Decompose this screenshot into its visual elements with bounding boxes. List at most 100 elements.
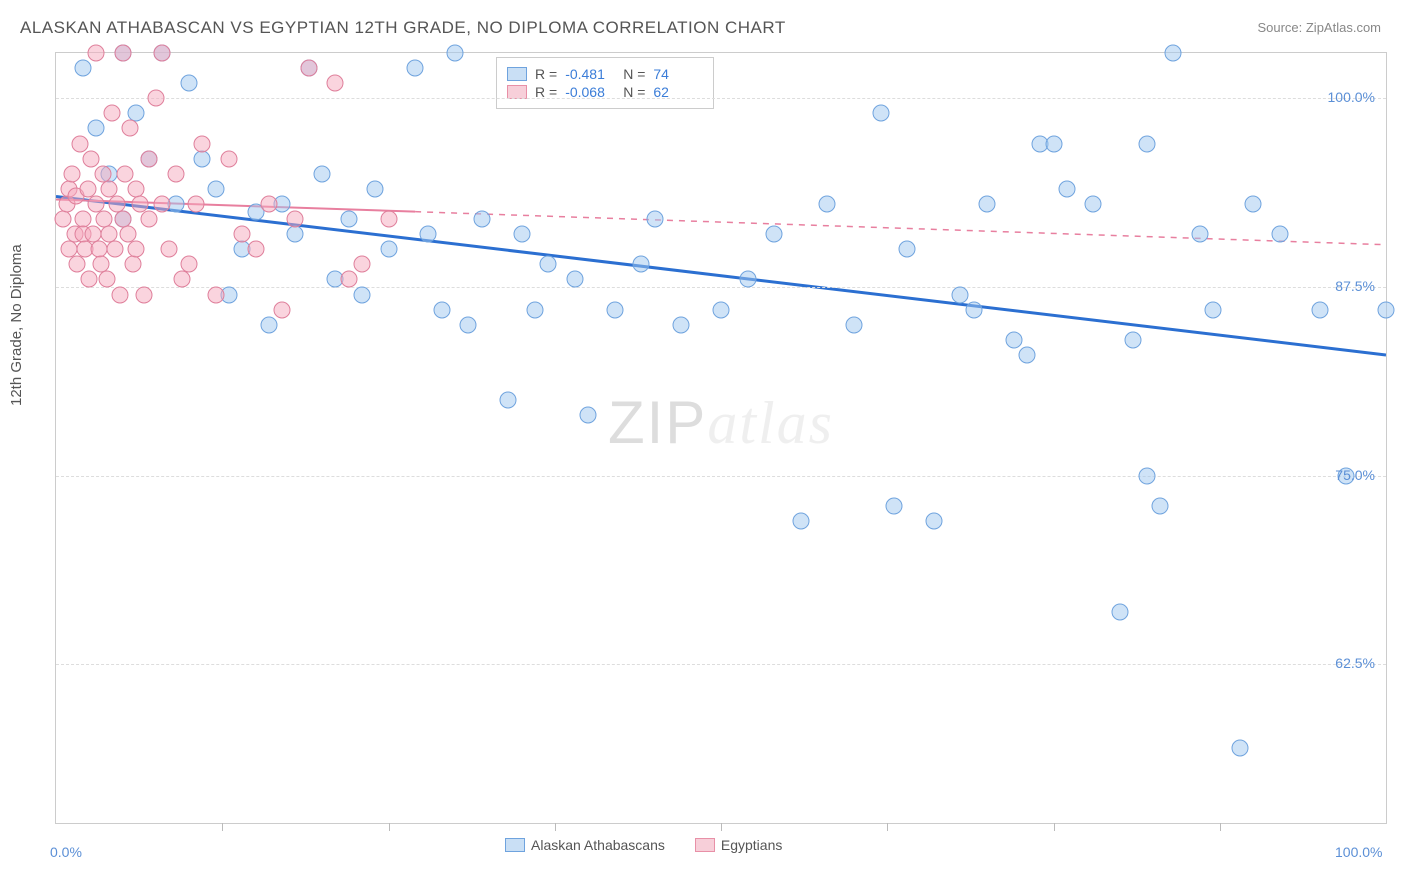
series-swatch <box>507 85 527 99</box>
scatter-point <box>885 497 902 514</box>
y-tick-label: 100.0% <box>1315 89 1375 105</box>
legend-label: Alaskan Athabascans <box>531 837 665 853</box>
correlation-stats-box: R =-0.481N =74R =-0.068N =62 <box>496 57 714 109</box>
scatter-point <box>673 316 690 333</box>
scatter-point <box>1271 226 1288 243</box>
x-label-min: 0.0% <box>50 844 82 860</box>
scatter-point <box>1138 467 1155 484</box>
y-tick-label: 62.5% <box>1315 655 1375 671</box>
scatter-point <box>925 513 942 530</box>
scatter-point <box>161 241 178 258</box>
scatter-point <box>1045 135 1062 152</box>
scatter-point <box>633 256 650 273</box>
x-label-max: 100.0% <box>1335 844 1382 860</box>
scatter-point <box>220 150 237 167</box>
source-attribution: Source: ZipAtlas.com <box>1257 20 1381 35</box>
x-tick <box>1054 823 1055 831</box>
scatter-point <box>580 407 597 424</box>
scatter-point <box>287 226 304 243</box>
scatter-point <box>154 45 171 62</box>
scatter-point <box>81 271 98 288</box>
scatter-point <box>340 211 357 228</box>
scatter-point <box>1112 603 1129 620</box>
scatter-point <box>353 256 370 273</box>
scatter-point <box>167 165 184 182</box>
legend-item: Alaskan Athabascans <box>505 837 665 853</box>
scatter-point <box>103 105 120 122</box>
watermark-zip: ZIP <box>608 389 707 456</box>
scatter-point <box>314 165 331 182</box>
scatter-point <box>147 90 164 107</box>
scatter-point <box>274 301 291 318</box>
scatter-point <box>181 256 198 273</box>
scatter-point <box>154 195 171 212</box>
scatter-point <box>106 241 123 258</box>
scatter-point <box>460 316 477 333</box>
scatter-point <box>194 135 211 152</box>
scatter-point <box>117 165 134 182</box>
series-swatch <box>507 67 527 81</box>
trend-line <box>56 196 1386 355</box>
legend-swatch <box>695 838 715 852</box>
scatter-plot-area: ZIPatlas R =-0.481N =74R =-0.068N =62 <box>55 52 1387 824</box>
gridline <box>56 476 1386 477</box>
chart-title: ALASKAN ATHABASCAN VS EGYPTIAN 12TH GRAD… <box>20 18 786 38</box>
scatter-point <box>526 301 543 318</box>
scatter-point <box>141 211 158 228</box>
scatter-point <box>187 195 204 212</box>
scatter-point <box>87 120 104 137</box>
n-label: N = <box>623 66 645 82</box>
x-tick <box>222 823 223 831</box>
trend-lines-svg <box>56 53 1386 823</box>
scatter-point <box>1018 346 1035 363</box>
scatter-point <box>407 60 424 77</box>
scatter-point <box>1125 331 1142 348</box>
scatter-point <box>1005 331 1022 348</box>
scatter-point <box>792 513 809 530</box>
scatter-point <box>207 180 224 197</box>
scatter-point <box>979 195 996 212</box>
legend-label: Egyptians <box>721 837 782 853</box>
scatter-point <box>872 105 889 122</box>
scatter-point <box>433 301 450 318</box>
scatter-point <box>1191 226 1208 243</box>
scatter-point <box>1245 195 1262 212</box>
scatter-point <box>174 271 191 288</box>
y-tick-label: 75.0% <box>1315 467 1375 483</box>
scatter-point <box>819 195 836 212</box>
scatter-point <box>63 165 80 182</box>
scatter-point <box>713 301 730 318</box>
x-tick <box>721 823 722 831</box>
scatter-point <box>766 226 783 243</box>
x-tick <box>389 823 390 831</box>
watermark: ZIPatlas <box>608 388 834 458</box>
scatter-point <box>380 241 397 258</box>
scatter-point <box>69 256 86 273</box>
scatter-point <box>380 211 397 228</box>
scatter-point <box>247 241 264 258</box>
scatter-point <box>111 286 128 303</box>
scatter-point <box>513 226 530 243</box>
scatter-point <box>234 226 251 243</box>
scatter-point <box>54 211 71 228</box>
watermark-atlas: atlas <box>707 390 834 456</box>
scatter-point <box>566 271 583 288</box>
r-label: R = <box>535 66 557 82</box>
n-value: 74 <box>653 66 703 82</box>
scatter-point <box>420 226 437 243</box>
legend-swatch <box>505 838 525 852</box>
scatter-point <box>739 271 756 288</box>
x-tick <box>1220 823 1221 831</box>
scatter-point <box>327 75 344 92</box>
scatter-point <box>287 211 304 228</box>
legend-item: Egyptians <box>695 837 782 853</box>
scatter-point <box>1311 301 1328 318</box>
scatter-point <box>1205 301 1222 318</box>
scatter-point <box>98 271 115 288</box>
scatter-point <box>82 150 99 167</box>
scatter-point <box>646 211 663 228</box>
r-value: -0.481 <box>565 66 615 82</box>
scatter-point <box>194 150 211 167</box>
scatter-point <box>125 256 142 273</box>
scatter-point <box>846 316 863 333</box>
